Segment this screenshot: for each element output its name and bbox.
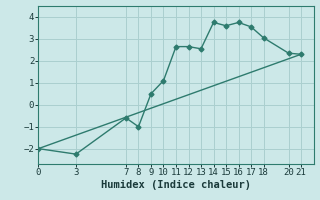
X-axis label: Humidex (Indice chaleur): Humidex (Indice chaleur) [101, 180, 251, 190]
